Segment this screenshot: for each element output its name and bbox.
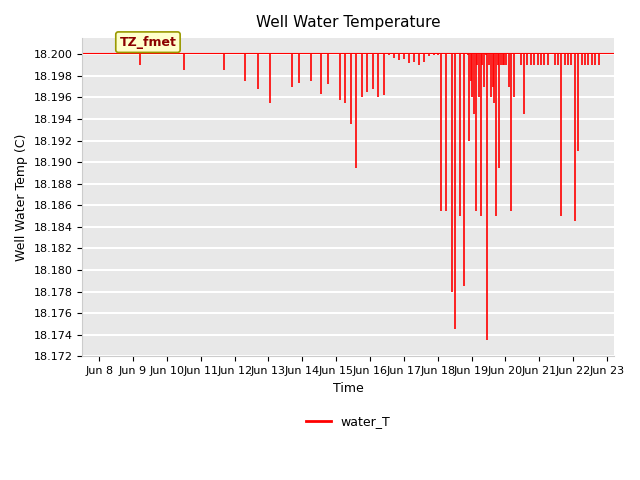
- Y-axis label: Well Water Temp (C): Well Water Temp (C): [15, 133, 28, 261]
- X-axis label: Time: Time: [333, 382, 364, 395]
- Text: TZ_fmet: TZ_fmet: [120, 36, 177, 48]
- Legend: water_T: water_T: [301, 410, 396, 433]
- Title: Well Water Temperature: Well Water Temperature: [256, 15, 440, 30]
